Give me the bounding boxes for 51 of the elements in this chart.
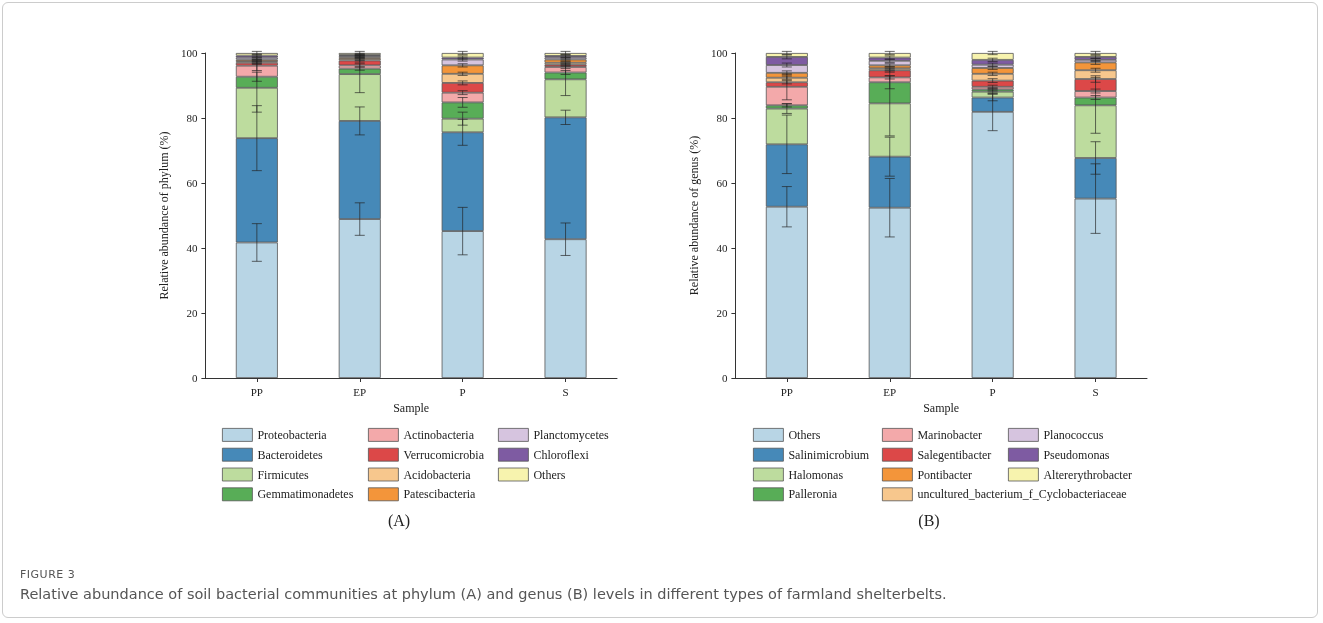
caption: FIGURE 3 [20, 568, 76, 581]
y-tick-label: 80 [186, 112, 198, 124]
text: (B) [917, 512, 941, 530]
y-tick-label: 0 [721, 372, 728, 384]
y-tick-label: 100 [710, 47, 728, 59]
y-tick-label: 60 [186, 177, 198, 189]
legend-label: Salegentibacter [917, 447, 992, 462]
text: Relative abundance of soil bacterial communities at phylum (A) and genus (B) levels in different types of farmland shelterbelts. [20, 586, 947, 602]
y-axis-title: Relative abundance of phylum (%) [157, 131, 171, 300]
legend-label: Proteobacteria [257, 427, 328, 442]
legend-label: Altererythrobacter [1043, 467, 1133, 482]
y-tick-label: 40 [186, 242, 198, 254]
x-tick-label: PP [250, 385, 263, 398]
legend-label: Chloroflexi [533, 447, 590, 462]
x-axis-title: Sample [923, 400, 960, 415]
legend-label: Marinobacter [917, 427, 983, 442]
legend-label: Firmicutes [257, 467, 310, 482]
y-axis-title: Relative abundance of genus (%) [687, 135, 701, 296]
y-tick-label: 20 [716, 307, 728, 319]
legend-label: Actinobacteria [403, 427, 475, 442]
legend-label: Bacteroidetes [257, 447, 324, 462]
bar [765, 86, 808, 106]
x-tick-label: P [989, 385, 996, 398]
y-tick-label: 100 [180, 47, 198, 59]
x-tick-label: S [562, 385, 569, 398]
y-tick-label: 80 [716, 112, 728, 124]
legend-label: uncultured_bacterium_f_Cyclobacteriaceae [917, 487, 1127, 502]
x-tick-label: P [459, 385, 466, 398]
legend-label: Pseudomonas [1043, 447, 1110, 462]
legend-label: Gemmatimonadetes [257, 487, 354, 502]
legend-label: Planctomycetes [533, 427, 610, 442]
y-tick-label: 20 [186, 307, 198, 319]
legend-label: Pontibacter [917, 467, 973, 482]
y-tick-label: 0 [191, 372, 198, 384]
text: (A) [386, 512, 412, 530]
x-tick-label: EP [883, 385, 897, 398]
y-tick-label: 40 [716, 242, 728, 254]
legend-label: Salinimicrobium [788, 447, 870, 462]
y-tick-label: 60 [716, 177, 728, 189]
legend-label: Verrucomicrobia [403, 447, 485, 462]
x-axis-title: Sample [393, 400, 430, 415]
legend-label: Patescibacteria [403, 487, 477, 502]
legend-label: Others [533, 467, 566, 482]
legend-label: Halomonas [788, 467, 844, 482]
legend-label: Others [788, 427, 821, 442]
x-tick-label: EP [353, 385, 367, 398]
legend-label: Planococcus [1043, 427, 1104, 442]
legend-label: Palleronia [788, 487, 838, 502]
x-tick-label: PP [780, 385, 793, 398]
x-tick-label: S [1092, 385, 1099, 398]
legend-label: Acidobacteria [403, 467, 472, 482]
